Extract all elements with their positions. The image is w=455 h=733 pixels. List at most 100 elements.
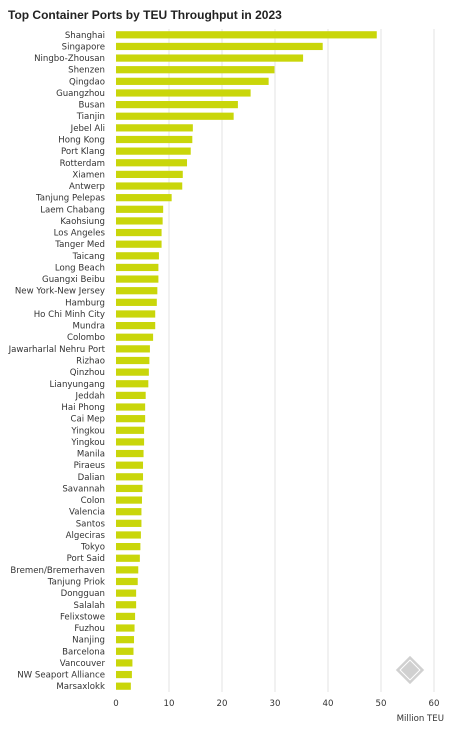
category-label: Tanger Med: [54, 240, 105, 250]
category-label: Laem Chabang: [40, 205, 105, 215]
category-label: Antwerp: [69, 182, 105, 192]
category-label: Tianjin: [76, 112, 105, 122]
bar: [116, 612, 136, 621]
bar: [116, 682, 131, 690]
bar: [116, 54, 304, 62]
x-tick-label: 30: [270, 699, 281, 709]
bar: [116, 310, 156, 318]
category-label: Port Klang: [61, 147, 105, 157]
bar: [116, 112, 234, 120]
bar: [116, 461, 144, 469]
bar: [116, 484, 143, 493]
category-label: New York-New Jersey: [15, 287, 105, 297]
bar: [116, 89, 251, 97]
chart-title: Top Container Ports by TEU Throughput in…: [8, 8, 282, 22]
category-label: Dalian: [78, 473, 105, 483]
category-label: Rotterdam: [60, 159, 105, 169]
bar: [116, 298, 157, 306]
category-label: Nanjing: [72, 636, 105, 646]
category-label: Barcelona: [62, 647, 105, 657]
category-label: Algeciras: [66, 531, 106, 541]
category-label: Mundra: [72, 322, 105, 332]
category-label: Qinzhou: [70, 368, 105, 378]
category-label: Guangxi Beibu: [42, 275, 105, 285]
bar: [116, 356, 150, 365]
category-label: Piraeus: [74, 461, 106, 471]
category-label: Hai Phong: [61, 403, 105, 413]
bar: [116, 508, 142, 516]
bar: [116, 438, 145, 446]
category-label: Lianyungang: [50, 380, 106, 390]
bar: [116, 589, 137, 597]
bar: [116, 473, 144, 481]
bar: [116, 403, 146, 411]
category-label: Long Beach: [55, 263, 105, 273]
category-label: Valencia: [69, 508, 105, 518]
category-label: Jawarharlal Nehru Port: [8, 345, 106, 355]
category-label: Santos: [76, 519, 106, 529]
bar: [116, 647, 134, 655]
bar: [116, 205, 164, 213]
x-tick-label: 40: [323, 699, 334, 709]
bar: [116, 77, 269, 85]
x-tick-label: 60: [429, 699, 440, 709]
x-tick-label: 20: [217, 699, 228, 709]
category-label: Kaohsiung: [60, 217, 105, 227]
category-label: Dongguan: [61, 589, 105, 599]
bar: [116, 100, 238, 109]
category-label: Hamburg: [65, 298, 105, 308]
watermark-logo: [395, 655, 425, 685]
category-label: Jeddah: [75, 391, 105, 401]
bar: [116, 531, 141, 539]
bar: [116, 182, 183, 190]
category-label: Vancouver: [60, 659, 106, 669]
bar: [116, 287, 158, 295]
bar: [116, 66, 275, 74]
category-label: Taicang: [72, 252, 105, 262]
category-label: Manila: [77, 450, 105, 460]
bar: [116, 636, 135, 644]
category-label: Ningbo-Zhousan: [34, 54, 105, 64]
category-label: Port Said: [67, 554, 105, 564]
x-axis-label: Million TEU: [397, 714, 444, 724]
category-label: Bremen/Bremerhaven: [10, 566, 105, 576]
bar: [116, 601, 137, 609]
bar: [116, 496, 142, 504]
category-label: Tokyo: [80, 543, 105, 553]
bar: [116, 135, 193, 144]
bar: [116, 380, 149, 388]
bar: [116, 368, 149, 376]
x-tick-label: 50: [376, 699, 387, 709]
category-label: NW Seaport Alliance: [17, 671, 105, 681]
category-label: Los Angeles: [54, 229, 106, 239]
bar: [116, 426, 145, 434]
category-label: Yingkou: [70, 438, 105, 448]
bar: [116, 670, 132, 679]
category-label: Colombo: [67, 333, 105, 343]
category-label: Xiamen: [72, 170, 105, 180]
category-label: Tanjung Priok: [47, 578, 105, 588]
bar: [116, 124, 193, 132]
bar: [116, 542, 141, 551]
bar: [116, 240, 162, 248]
category-label: Savannah: [62, 484, 105, 494]
x-tick-label: 0: [113, 699, 118, 709]
bar: [116, 566, 139, 574]
grid-lines: [168, 29, 435, 692]
x-tick-labels: 0 10 20 30 40 50 60: [113, 699, 439, 709]
bar: [116, 624, 135, 632]
bar: [116, 194, 172, 202]
bar: [116, 228, 162, 237]
category-label: Guangzhou: [56, 89, 105, 99]
category-label: Jebel Ali: [70, 124, 105, 134]
bar: [116, 391, 146, 400]
bar: [116, 333, 154, 341]
bar: [116, 345, 150, 353]
bar: [116, 147, 191, 155]
category-label: Felixstowe: [60, 612, 105, 622]
category-label: Salalah: [74, 601, 105, 611]
bar: [116, 217, 163, 225]
bar: [116, 31, 377, 39]
